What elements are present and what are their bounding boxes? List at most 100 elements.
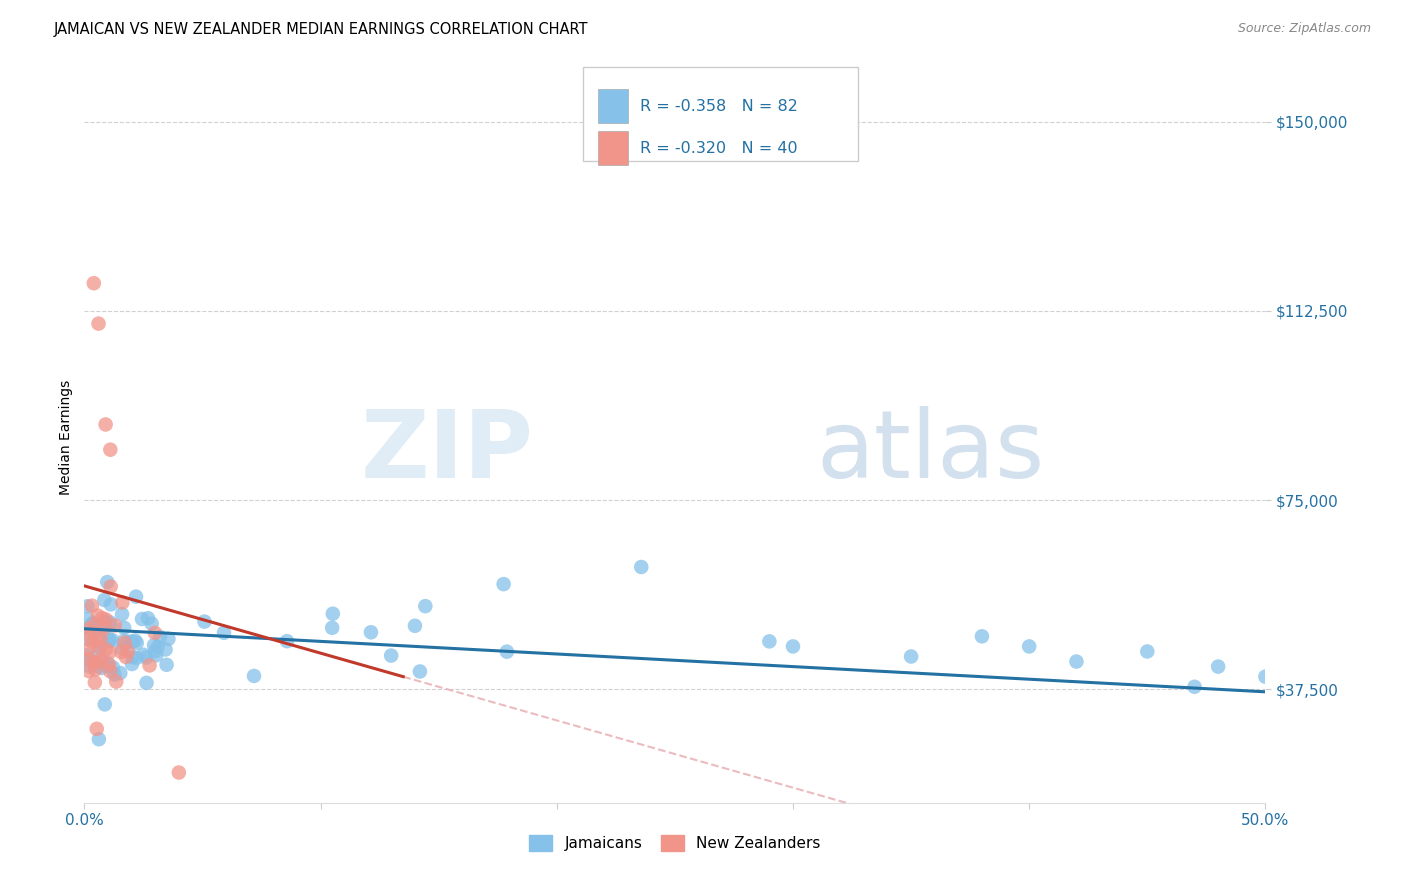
Point [145,648,167,663]
Point [94,698,117,712]
Point [125,590,148,604]
Point [98,617,121,632]
Point [89,643,111,657]
Point [125,651,148,665]
Text: R = -0.320   N = 40: R = -0.320 N = 40 [640,141,797,156]
Point [91,611,114,625]
Point [97,631,120,645]
Point [121,657,143,671]
Point [276,634,298,648]
Point [94,612,117,626]
Point [630,560,652,574]
Point [105,674,128,689]
Point [155,642,177,657]
Point [94,417,117,432]
Text: atlas: atlas [817,406,1045,498]
Text: ZIP: ZIP [360,406,533,498]
Point [110,645,132,659]
Point [89,654,111,668]
Point [496,645,519,659]
Point [243,669,266,683]
Point [104,618,127,632]
Point [93,615,115,630]
Point [89,640,111,654]
Point [1206,659,1229,673]
Point [98,634,121,648]
Point [135,676,157,690]
Point [93,593,115,607]
Point [360,625,382,640]
Point [124,633,146,648]
Point [77,659,100,673]
Point [77,664,100,678]
Point [1136,644,1159,658]
Point [1018,640,1040,654]
Point [76,612,98,626]
Point [83,277,105,291]
Point [86,632,108,647]
Point [212,625,235,640]
Point [112,621,135,635]
Point [143,638,166,652]
Point [77,642,100,657]
Point [782,640,804,654]
Point [76,599,98,614]
Point [380,648,402,663]
Point [83,656,105,670]
Point [155,657,177,672]
Point [141,616,163,631]
Point [492,577,515,591]
Point [114,636,136,650]
Point [117,634,139,648]
Y-axis label: Median Earnings: Median Earnings [59,379,73,495]
Point [146,640,169,654]
Point [100,598,122,612]
Point [77,653,100,667]
Point [96,656,118,670]
Point [101,660,124,674]
Point [90,661,112,675]
Point [79,628,101,642]
Point [103,667,125,681]
Point [101,633,124,648]
Point [98,664,121,678]
Point [143,644,166,658]
Point [76,648,98,663]
Point [138,658,160,673]
Point [131,612,153,626]
Point [87,732,110,747]
Text: Source: ZipAtlas.com: Source: ZipAtlas.com [1237,22,1371,36]
Point [93,622,115,636]
Text: JAMAICAN VS NEW ZEALANDER MEDIAN EARNINGS CORRELATION CHART: JAMAICAN VS NEW ZEALANDER MEDIAN EARNING… [53,22,588,37]
Point [112,633,135,648]
Point [143,626,166,640]
Point [100,580,122,594]
Point [86,722,108,736]
Point [87,608,110,623]
Point [110,665,132,680]
Point [83,624,105,638]
Point [84,663,107,677]
Point [83,617,105,632]
Point [98,645,121,659]
Point [83,655,105,669]
Point [89,624,111,638]
Point [136,611,159,625]
Point [970,629,993,643]
Point [87,317,110,331]
Point [758,634,780,648]
Point [117,644,139,658]
Point [111,641,134,656]
Point [135,650,157,665]
Point [409,665,432,679]
Point [83,675,105,690]
Legend: Jamaicans, New Zealanders: Jamaicans, New Zealanders [523,830,827,857]
Point [98,632,121,647]
Point [82,635,104,649]
Point [121,634,143,648]
Point [157,632,180,646]
Point [900,649,922,664]
Point [80,599,103,613]
Point [77,622,100,636]
Point [90,632,112,646]
